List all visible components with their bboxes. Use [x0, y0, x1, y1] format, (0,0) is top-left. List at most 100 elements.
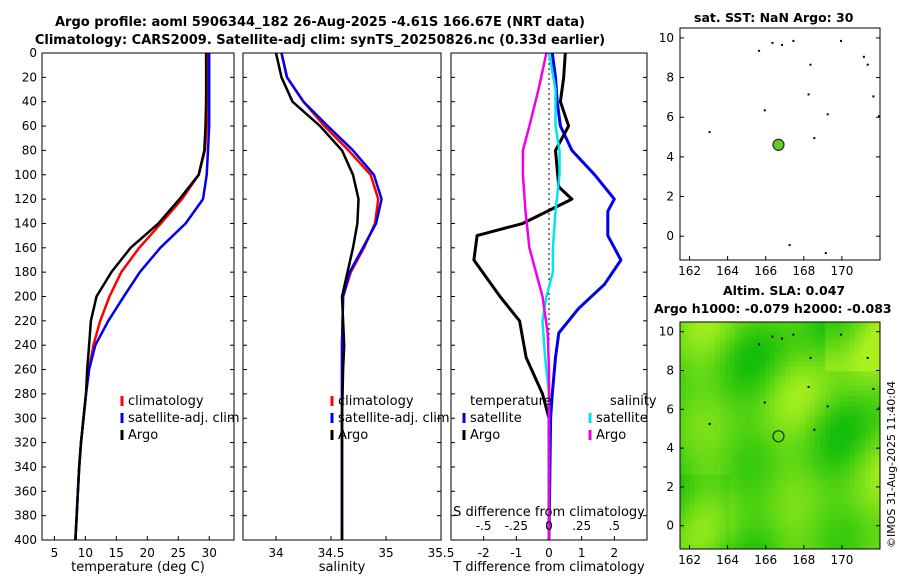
- sla-map-cell: [850, 420, 856, 427]
- sla-map-cell: [715, 326, 721, 333]
- sla-map-cell: [705, 386, 711, 392]
- sla-map-cell: [680, 499, 686, 506]
- sla-map-cell: [735, 499, 741, 506]
- sla-map-cell: [765, 420, 771, 427]
- sla-map-cell: [725, 475, 731, 481]
- sla-map-cell: [850, 460, 856, 466]
- sla-map-cell: [870, 445, 876, 451]
- sla-map-cell: [850, 524, 856, 530]
- sla-map-cell: [750, 445, 756, 451]
- sla-map-cell: [775, 544, 781, 549]
- sla-map-cell: [845, 356, 851, 362]
- sla-map-cell: [765, 425, 771, 432]
- sla-map-cell: [785, 455, 791, 461]
- sla-map-cell: [840, 401, 846, 407]
- sla-map-cell: [785, 465, 791, 471]
- sla-map-cell: [870, 425, 876, 432]
- sla-map-cell: [825, 435, 831, 441]
- sla-map-cell: [730, 460, 736, 466]
- sla-map-cell: [785, 470, 791, 476]
- sla-map-cell: [725, 420, 731, 427]
- depth-tick-label-200: 200: [14, 290, 37, 304]
- sla-map-cell: [775, 529, 781, 535]
- sla-map-cell: [775, 509, 781, 515]
- sla-map-cell: [720, 440, 726, 446]
- sla-map-cell: [795, 479, 801, 486]
- sla-map-cell: [785, 341, 791, 348]
- sla-map-cell: [690, 499, 696, 506]
- sla-map-cell: [735, 494, 741, 501]
- sla-map-cell: [785, 376, 791, 382]
- sla-map-cell: [715, 430, 721, 437]
- sla-map-cell: [775, 376, 781, 382]
- sla-map-cell: [875, 465, 880, 471]
- sla-map-cell: [810, 484, 816, 491]
- sla-map-cell: [860, 475, 866, 481]
- sla-map-cell: [740, 529, 746, 535]
- sla-map-cell: [875, 326, 880, 333]
- sla-map-cell: [860, 544, 866, 549]
- sla-map-cell: [730, 450, 736, 456]
- sla-map-cell: [820, 376, 826, 382]
- sla-map-cell: [845, 504, 851, 511]
- sla-map-cell: [700, 460, 706, 466]
- sla-map-cell: [875, 396, 880, 402]
- sla-map-cell: [825, 470, 831, 476]
- sla-map-cell: [830, 346, 836, 353]
- sla-map-cell: [865, 534, 871, 540]
- sla-map-cell: [790, 410, 796, 417]
- sla-map-cell: [800, 381, 806, 387]
- sla-map-cell: [805, 346, 811, 353]
- sla-map-cell: [825, 410, 831, 417]
- sla-map-cell: [760, 391, 766, 397]
- sla-map-cell: [730, 425, 736, 432]
- sla-map-cell: [705, 504, 711, 511]
- sla-map-cell: [735, 435, 741, 441]
- sla-map-cell: [830, 341, 836, 348]
- sla-map-cell: [850, 415, 856, 422]
- sla-map-cell: [775, 420, 781, 427]
- sla-map-cell: [770, 415, 776, 422]
- sla-map-cell: [825, 425, 831, 432]
- tdiff-axis-label: T difference from climatology: [452, 560, 645, 575]
- sla-map-cell: [870, 514, 876, 520]
- sla-map-cell: [780, 514, 786, 520]
- sla-map-cell: [870, 475, 876, 481]
- sla-map-cell: [760, 504, 766, 511]
- sla-map-cell: [705, 539, 711, 545]
- sla-map-cell: [810, 366, 816, 372]
- sla-map-cell: [740, 420, 746, 427]
- sla-map-cell: [755, 420, 761, 427]
- sla-map-cell: [785, 475, 791, 481]
- sla-map-cell: [765, 460, 771, 466]
- sla-map-cell: [680, 430, 686, 437]
- sla-map-cell: [865, 504, 871, 511]
- sla-map-cell: [745, 326, 751, 333]
- sla-map-cell: [690, 381, 696, 387]
- sla-map-cell: [730, 341, 736, 348]
- sla-map-cell: [800, 499, 806, 506]
- sla-map-cell: [775, 465, 781, 471]
- sla-map-cell: [700, 410, 706, 417]
- sla-map-cell: [875, 504, 880, 511]
- sla-map-cell: [825, 420, 831, 427]
- sla-map-cell: [800, 524, 806, 530]
- sla-map-cell: [725, 455, 731, 461]
- sla-map-cell: [690, 366, 696, 372]
- sla-map-cell: [790, 361, 796, 367]
- sla-map-cell: [750, 475, 756, 481]
- sla-map-cell: [760, 386, 766, 392]
- sla-map-cell: [735, 420, 741, 427]
- sla-map-cell: [805, 499, 811, 506]
- sla-map-cell: [800, 425, 806, 432]
- sla-map-cell: [735, 484, 741, 491]
- sla-map-cell: [830, 470, 836, 476]
- sla-map-cell: [845, 331, 851, 338]
- salinity-axis-label: salinity: [319, 560, 366, 575]
- sla-map-cell: [785, 460, 791, 466]
- sla-map-cell: [855, 351, 861, 358]
- sla-map-cell: [725, 415, 731, 422]
- sla-map-cell: [810, 346, 816, 353]
- sla-map-cell: [765, 539, 771, 545]
- sla-map-cell: [775, 326, 781, 333]
